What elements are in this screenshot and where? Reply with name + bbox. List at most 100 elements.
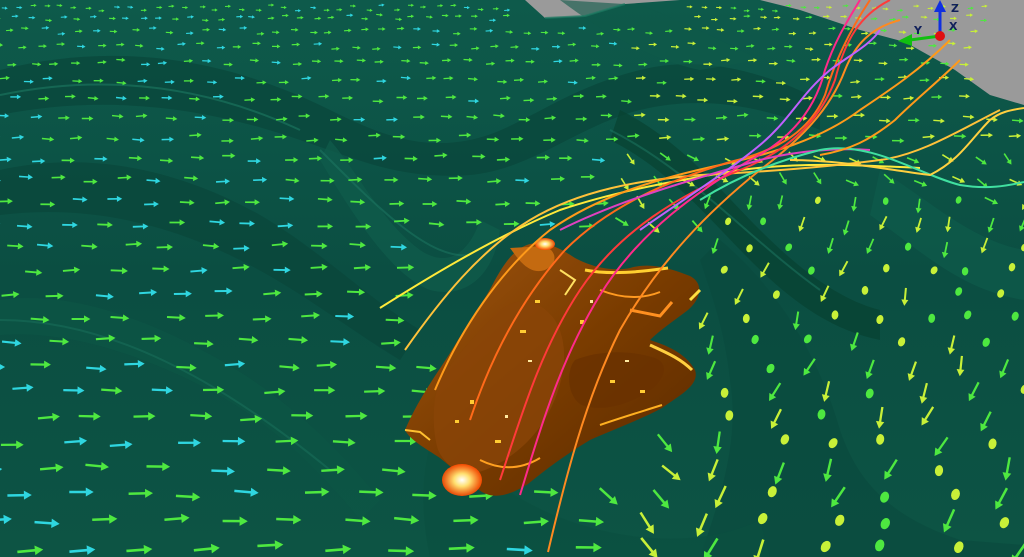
wind-arrow-icon bbox=[1003, 153, 1012, 165]
wind-arrow-icon bbox=[963, 45, 972, 50]
wind-arrow-icon bbox=[12, 383, 34, 392]
wind-arrow-icon bbox=[271, 44, 281, 49]
wind-arrow-icon bbox=[109, 29, 118, 34]
wind-arrow-icon bbox=[933, 118, 945, 124]
wind-arrow-icon bbox=[335, 312, 355, 320]
wind-arrow-icon bbox=[155, 16, 162, 20]
wind-arrow-icon bbox=[544, 115, 557, 121]
wind-arrow-icon bbox=[0, 113, 10, 119]
wind-arrow-icon bbox=[58, 115, 70, 121]
wind-arrow-icon bbox=[132, 27, 141, 32]
wind-arrow-icon bbox=[652, 489, 670, 509]
wind-arrow-icon bbox=[428, 137, 441, 143]
wind-arrow-icon bbox=[766, 363, 775, 374]
wind-arrow-icon bbox=[378, 3, 385, 7]
wind-arrow-icon bbox=[769, 382, 782, 401]
wind-arrow-icon bbox=[114, 5, 121, 9]
wind-arrow-icon bbox=[695, 513, 709, 537]
wind-arrow-icon bbox=[952, 175, 966, 183]
wind-arrow-icon bbox=[463, 57, 473, 62]
wind-arrow-icon bbox=[930, 266, 938, 275]
wind-arrow-icon bbox=[585, 75, 596, 81]
wind-arrow-icon bbox=[518, 117, 531, 123]
wind-arrow-icon bbox=[703, 195, 711, 210]
wind-arrow-icon bbox=[214, 287, 233, 295]
wind-arrow-icon bbox=[281, 13, 289, 18]
wind-arrow-icon bbox=[1020, 384, 1024, 394]
wind-arrow-icon bbox=[376, 13, 383, 17]
wind-arrow-icon bbox=[222, 436, 246, 446]
wind-arrow-icon bbox=[648, 42, 658, 47]
wind-arrow-icon bbox=[866, 238, 875, 254]
wind-arrow-icon bbox=[393, 45, 402, 50]
wind-arrow-icon bbox=[239, 26, 248, 30]
wind-arrow-icon bbox=[404, 155, 418, 162]
wind-arrow-icon bbox=[121, 16, 129, 20]
wind-arrow-icon bbox=[62, 266, 81, 274]
wind-arrow-icon bbox=[954, 541, 964, 554]
wind-arrow-icon bbox=[394, 217, 410, 224]
wind-arrow-icon bbox=[321, 465, 345, 475]
wind-arrow-icon bbox=[279, 363, 300, 372]
wind-arrow-icon bbox=[706, 360, 717, 380]
wind-arrow-icon bbox=[93, 28, 101, 33]
wind-arrow-icon bbox=[874, 76, 885, 82]
wind-arrow-icon bbox=[156, 5, 163, 10]
wind-arrow-icon bbox=[374, 59, 384, 64]
wind-arrow-icon bbox=[670, 44, 680, 49]
wind-arrow-icon bbox=[291, 94, 303, 99]
wind-arrow-icon bbox=[773, 15, 781, 20]
wind-arrow-icon bbox=[366, 8, 373, 12]
wind-arrow-icon bbox=[345, 411, 368, 421]
wind-arrow-icon bbox=[90, 14, 97, 19]
wind-arrow-icon bbox=[906, 46, 915, 51]
wind-arrow-icon bbox=[308, 155, 323, 162]
wind-arrow-icon bbox=[823, 458, 833, 482]
wind-arrow-icon bbox=[45, 292, 64, 300]
wind-arrow-icon bbox=[729, 17, 737, 21]
wind-arrow-icon bbox=[332, 438, 356, 447]
wind-arrow-icon bbox=[913, 31, 922, 36]
wind-arrow-icon bbox=[964, 76, 975, 82]
wind-arrow-icon bbox=[626, 153, 635, 165]
wind-arrow-icon bbox=[878, 61, 888, 66]
wind-arrow-icon bbox=[692, 136, 706, 142]
wind-arrow-icon bbox=[394, 436, 418, 446]
wind-arrow-icon bbox=[950, 16, 957, 21]
orientation-axes[interactable]: Z X Y bbox=[898, 0, 959, 46]
wind-arrow-icon bbox=[330, 338, 350, 346]
wind-arrow-icon bbox=[915, 198, 922, 214]
wind-arrow-icon bbox=[920, 15, 928, 19]
wind-arrow-icon bbox=[245, 199, 260, 206]
wind-arrow-icon bbox=[449, 43, 459, 48]
wind-arrow-icon bbox=[71, 61, 81, 66]
wind-arrow-icon bbox=[934, 436, 949, 457]
wind-arrow-icon bbox=[190, 267, 208, 274]
wind-arrow-icon bbox=[468, 98, 480, 104]
wind-arrow-icon bbox=[448, 175, 463, 181]
wind-arrow-icon bbox=[503, 13, 510, 18]
wind-arrow-icon bbox=[372, 98, 384, 104]
wind-arrow-icon bbox=[897, 8, 904, 12]
wind-arrow-icon bbox=[743, 14, 751, 18]
wind-arrow-icon bbox=[746, 44, 755, 48]
wind-arrow-icon bbox=[813, 172, 822, 185]
wind-arrow-icon bbox=[792, 311, 800, 331]
wind-arrow-icon bbox=[376, 78, 387, 84]
wind-arrow-icon bbox=[755, 79, 766, 84]
wind-arrow-icon bbox=[388, 546, 415, 556]
wind-arrow-icon bbox=[665, 29, 673, 33]
wind-arrow-icon bbox=[126, 544, 153, 555]
wind-arrow-icon bbox=[156, 46, 165, 51]
wind-arrow-icon bbox=[221, 138, 234, 144]
wind-arrow-icon bbox=[352, 45, 361, 50]
wind-arrow-icon bbox=[1002, 457, 1012, 481]
wind-arrow-icon bbox=[72, 79, 83, 84]
wind-arrow-icon bbox=[310, 6, 317, 10]
wind-arrow-icon bbox=[359, 487, 384, 497]
wind-arrow-icon bbox=[384, 177, 399, 183]
wind-arrow-icon bbox=[499, 95, 511, 101]
wind-arrow-icon bbox=[396, 26, 405, 31]
wind-arrow-icon bbox=[788, 31, 797, 36]
